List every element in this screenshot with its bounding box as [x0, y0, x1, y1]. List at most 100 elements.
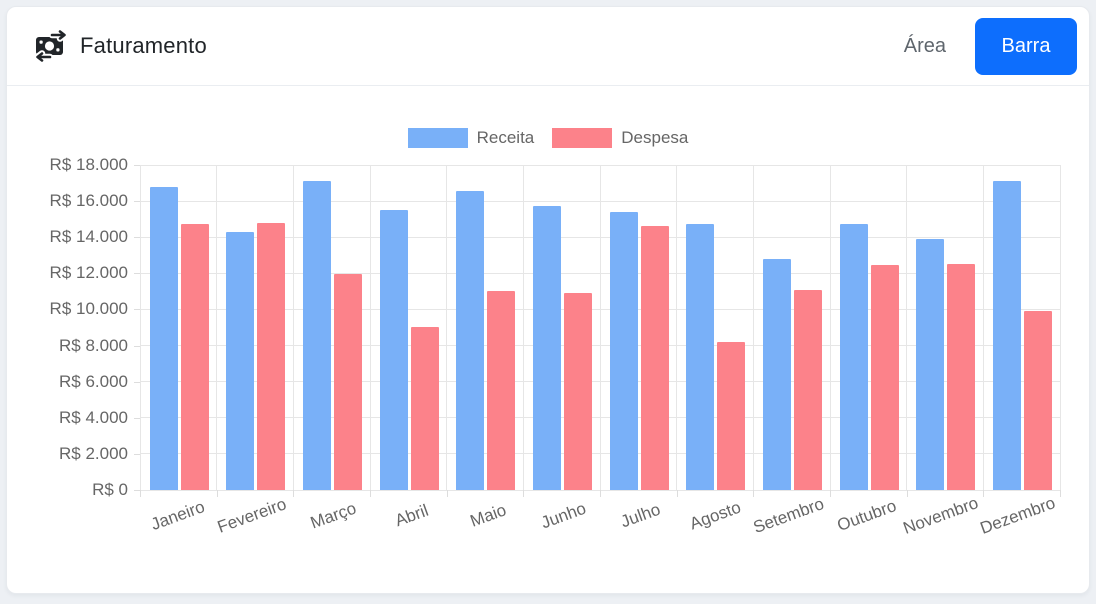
x-axis-tick-label: Outubro: [834, 496, 900, 535]
y-axis-tick-label: R$ 10.000: [49, 299, 128, 319]
gridline-vertical: [982, 165, 984, 490]
bar-despesa-setembro[interactable]: [793, 289, 822, 490]
bar-receita-novembro[interactable]: [916, 239, 945, 490]
y-axis-tick-mark: [134, 381, 140, 383]
bar-despesa-outubro[interactable]: [870, 265, 899, 490]
bar-receita-julho[interactable]: [609, 211, 638, 490]
y-axis-tick-label: R$ 16.000: [49, 191, 128, 211]
x-axis-tick-label: Março: [307, 498, 359, 533]
y-axis-tick-label: R$ 4.000: [59, 407, 128, 427]
x-axis-tick-label: Dezembro: [977, 493, 1058, 538]
gridline-vertical: [522, 165, 524, 490]
y-axis-tick-mark: [134, 309, 140, 311]
y-axis-tick-mark: [134, 490, 140, 491]
x-axis-tick-label: Agosto: [687, 497, 744, 534]
bar-receita-abril[interactable]: [379, 210, 408, 490]
bar-receita-dezembro[interactable]: [992, 181, 1021, 490]
gridline-vertical: [292, 165, 294, 490]
page-title: Faturamento: [80, 33, 207, 58]
x-axis-tick-label: Junho: [538, 498, 589, 533]
chart-type-toggle: Área Barra: [898, 17, 1077, 75]
bar-receita-outubro[interactable]: [839, 223, 868, 490]
y-axis-tick-mark: [134, 345, 140, 347]
x-axis-tick-mark: [293, 490, 295, 497]
bar-chart: Receita Despesa R$ 0 R$ 2.000 R$ 4.000 R$ 6.…: [7, 86, 1089, 593]
bar-despesa-abril[interactable]: [410, 326, 439, 490]
bar-receita-maio[interactable]: [456, 191, 485, 490]
bar-despesa-janeiro[interactable]: [180, 223, 209, 490]
bar-receita-março[interactable]: [302, 181, 331, 490]
y-axis-tick-mark: [134, 237, 140, 239]
y-axis-tick-label: R$ 6.000: [59, 371, 128, 391]
x-axis-tick-label: Julho: [618, 499, 664, 532]
x-axis-tick-mark: [906, 490, 908, 497]
y-axis-tick-mark: [134, 417, 140, 419]
bar-despesa-junho[interactable]: [563, 293, 592, 490]
x-axis-tick-mark: [830, 490, 831, 497]
money-transfer-icon: [33, 30, 69, 62]
legend-item-despesa[interactable]: Despesa: [552, 128, 688, 148]
x-axis-tick-label: Novembro: [900, 493, 981, 538]
card-header: Faturamento Área Barra: [7, 7, 1089, 86]
x-axis-tick-mark: [370, 490, 371, 497]
x-axis-tick-mark: [676, 490, 678, 497]
x-axis-tick-mark: [140, 490, 141, 497]
plot-area: [139, 164, 1061, 491]
area-view-button[interactable]: Área: [898, 31, 952, 62]
legend-swatch-receita: [407, 128, 468, 148]
bar-despesa-dezembro[interactable]: [1023, 311, 1052, 490]
bar-despesa-julho[interactable]: [640, 226, 669, 490]
x-axis-tick-mark: [446, 490, 448, 497]
y-axis-tick-label: R$ 14.000: [49, 227, 128, 247]
x-axis-tick-mark: [600, 490, 601, 497]
y-axis-tick-mark: [134, 165, 140, 166]
bar-despesa-fevereiro[interactable]: [257, 222, 286, 490]
x-axis-tick-label: Fevereiro: [214, 494, 289, 537]
bar-receita-setembro[interactable]: [762, 258, 791, 490]
y-axis-tick-mark: [134, 453, 140, 455]
bar-receita-agosto[interactable]: [686, 223, 715, 490]
bar-receita-junho[interactable]: [532, 205, 561, 490]
bar-despesa-novembro[interactable]: [947, 264, 976, 490]
y-axis-tick-label: R$ 2.000: [59, 443, 128, 463]
card-header-left: Faturamento: [33, 30, 207, 62]
bar-receita-janeiro[interactable]: [149, 186, 178, 490]
x-axis-tick-mark: [983, 490, 985, 497]
gridline-vertical: [599, 165, 601, 490]
gridline-vertical: [446, 165, 448, 490]
legend-label: Despesa: [621, 128, 689, 147]
y-axis-tick-label: R$ 12.000: [49, 263, 128, 283]
bar-despesa-agosto[interactable]: [717, 341, 746, 490]
faturamento-card: Faturamento Área Barra Receita Despesa R$…: [6, 6, 1090, 594]
x-axis-tick-mark: [753, 490, 755, 497]
legend-swatch-despesa: [552, 128, 613, 148]
y-axis-tick-mark: [134, 273, 140, 275]
gridline-vertical: [906, 165, 908, 490]
gridline-vertical: [1059, 165, 1061, 490]
gridline-vertical: [676, 165, 678, 490]
gridline-vertical: [216, 165, 218, 490]
y-axis-tick-label: R$ 18.000: [49, 155, 128, 174]
bar-despesa-março[interactable]: [333, 274, 362, 490]
y-axis-tick-label: R$ 8.000: [59, 335, 128, 355]
x-axis-tick-mark: [523, 490, 525, 497]
x-axis-tick-mark: [1060, 490, 1061, 497]
y-axis-tick-label: R$ 0: [92, 480, 128, 499]
legend-item-receita[interactable]: Receita: [407, 128, 535, 148]
x-axis-tick-label: Setembro: [750, 493, 827, 538]
bar-despesa-maio[interactable]: [487, 291, 516, 490]
gridline-vertical: [369, 165, 371, 490]
legend-label: Receita: [476, 128, 535, 147]
chart-legend: Receita Despesa: [7, 128, 1089, 148]
x-axis-tick-label: Abril: [392, 500, 432, 531]
gridline-vertical: [829, 165, 831, 490]
x-axis-tick-label: Janeiro: [148, 497, 208, 534]
x-axis-tick-mark: [216, 490, 218, 497]
gridline-vertical: [139, 165, 141, 490]
x-axis-tick-label: Maio: [467, 500, 509, 531]
gridline-vertical: [752, 165, 754, 490]
barra-view-button[interactable]: Barra: [975, 17, 1077, 75]
bar-receita-fevereiro[interactable]: [226, 231, 255, 490]
y-axis-tick-mark: [134, 201, 140, 203]
